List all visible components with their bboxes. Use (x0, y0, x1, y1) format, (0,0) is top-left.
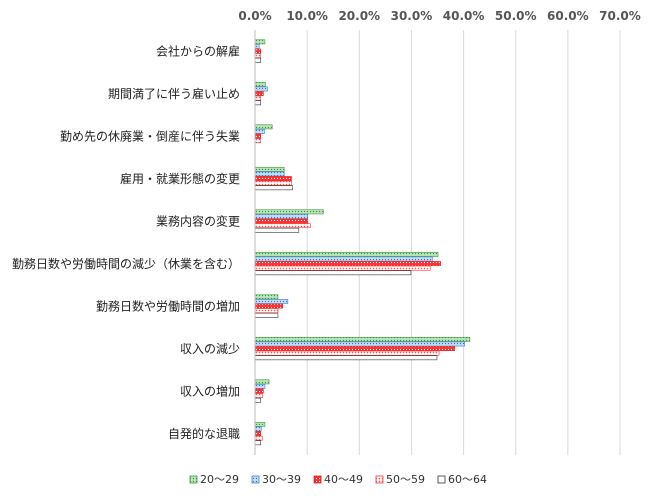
bar (254, 133, 262, 139)
x-tick-label: 40.0% (443, 9, 485, 23)
legend-label: 30～39 (262, 473, 301, 486)
bar (254, 346, 456, 351)
category-label: 収入の減少 (180, 341, 240, 356)
category-label: 期間満了に伴う雇い止め (108, 86, 240, 101)
bar (254, 100, 262, 106)
x-tick-label: 70.0% (599, 9, 641, 23)
category-label: 業務内容の変更 (156, 213, 240, 228)
category-label: 勤務日数や労働時間の減少（休業を含む） (12, 256, 240, 271)
category-labels: 会社からの解雇期間満了に伴う雇い止め勤め先の休廃業・倒産に伴う失業雇用・就業形態… (12, 43, 240, 441)
category-label: 収入の増加 (180, 384, 240, 398)
bar (254, 355, 438, 361)
grid-lines (254, 30, 621, 455)
bar (254, 393, 263, 399)
legend: 20～29 30～39 40～49 50～59 60～64 (189, 473, 487, 486)
legend-label: 40～49 (324, 473, 363, 486)
bar (254, 95, 262, 101)
bar (254, 336, 471, 342)
category-label: 勤務日数や労働時間の増加 (96, 298, 240, 313)
x-tick-label: 20.0% (338, 9, 380, 23)
legend-swatch (437, 475, 446, 484)
legend-swatch (375, 475, 384, 484)
bar (254, 57, 262, 63)
x-tick-label: 0.0% (238, 9, 271, 23)
legend-label: 50～59 (386, 473, 425, 486)
x-tick-label: 10.0% (286, 9, 328, 23)
legend-swatch (251, 475, 260, 484)
bar (254, 303, 283, 309)
bar (254, 129, 265, 134)
bar (254, 388, 264, 394)
bar (254, 261, 441, 266)
bar (254, 180, 292, 186)
bar (254, 227, 300, 233)
bar (254, 350, 440, 356)
x-tick-label: 60.0% (547, 9, 589, 23)
bar (254, 431, 262, 436)
bar (254, 299, 289, 304)
bar (254, 218, 308, 224)
bar (254, 251, 439, 257)
bar (254, 265, 431, 271)
bar (254, 44, 260, 49)
category-label: 会社からの解雇 (156, 43, 240, 58)
bar (254, 166, 285, 172)
x-tick-label: 30.0% (391, 9, 433, 23)
bar (254, 421, 266, 427)
bar (254, 185, 293, 191)
bar (254, 176, 292, 181)
bar (254, 312, 279, 318)
bar (254, 81, 266, 87)
category-label: 自発的な退職 (168, 426, 240, 441)
x-tick-label: 50.0% (495, 9, 537, 23)
category-label: 勤め先の休廃業・倒産に伴う失業 (60, 128, 240, 143)
legend-swatch (313, 475, 322, 484)
bar (254, 440, 262, 446)
bar (254, 379, 270, 385)
bar (254, 426, 262, 432)
bar (254, 171, 285, 177)
legend-swatch (189, 475, 198, 484)
bars (254, 39, 471, 446)
bar (254, 341, 465, 347)
bar (254, 256, 433, 262)
x-axis-ticks: 0.0% 10.0% 20.0% 30.0% 40.0% 50.0% 60.0% 70.0% (238, 9, 640, 23)
bar (254, 39, 266, 45)
category-label: 雇用・就業形態の変更 (120, 171, 240, 186)
bar (254, 214, 308, 219)
bar (254, 223, 311, 229)
bar (254, 48, 262, 54)
bar (254, 209, 324, 215)
bar (254, 53, 262, 59)
bar (254, 86, 268, 92)
bar (254, 91, 264, 96)
bar (254, 384, 266, 389)
bar (254, 435, 263, 441)
bar (254, 270, 412, 276)
bar (254, 294, 279, 300)
legend-label: 60～64 (448, 473, 487, 486)
bar (254, 124, 273, 130)
bar (254, 308, 279, 314)
legend-label: 20～29 (200, 473, 239, 486)
bar (254, 138, 262, 144)
bar (254, 397, 262, 403)
